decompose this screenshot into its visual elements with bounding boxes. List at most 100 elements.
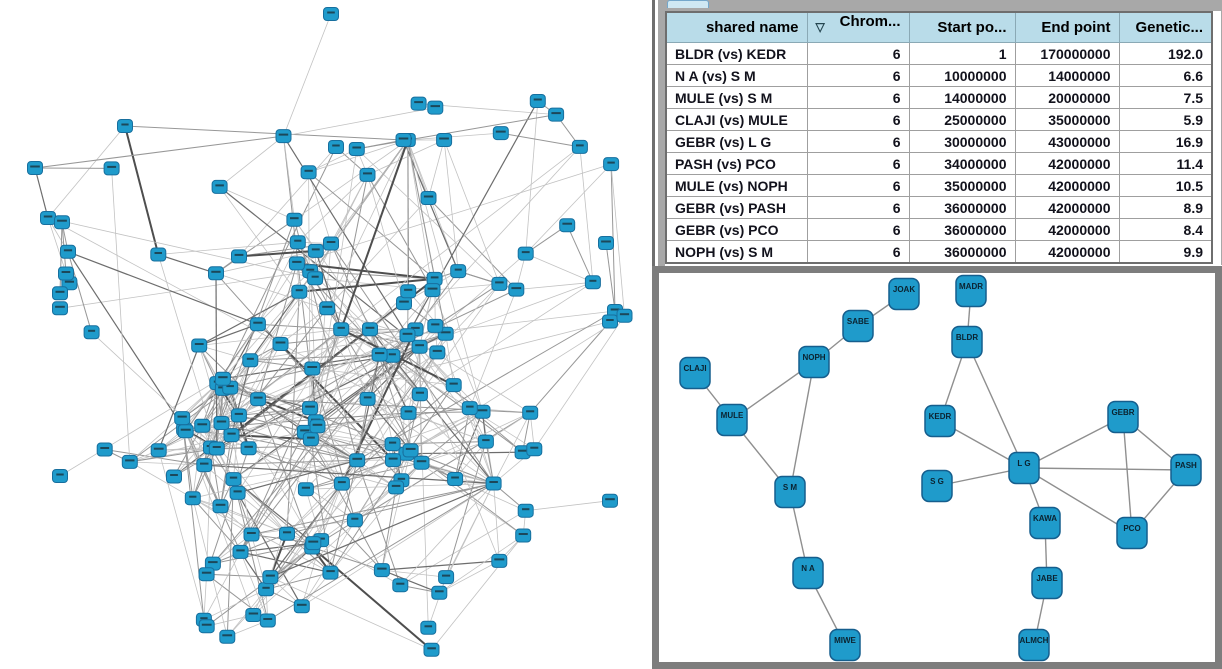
table-row[interactable]: NOPH (vs) S M 6 36000000 42000000 9.9 — [665, 240, 1213, 264]
network-node[interactable] — [258, 582, 275, 597]
node-shape[interactable] — [1170, 453, 1202, 487]
network-node[interactable] — [229, 485, 246, 500]
network-node[interactable] — [323, 236, 339, 251]
node-shape[interactable] — [1029, 506, 1061, 540]
node-shape[interactable] — [584, 275, 601, 290]
network-node[interactable] — [515, 528, 532, 543]
network-node[interactable] — [243, 527, 260, 542]
node-shape[interactable] — [349, 453, 366, 468]
network-node[interactable] — [288, 256, 305, 271]
node-shape[interactable] — [307, 243, 324, 258]
node-shape[interactable] — [242, 353, 259, 368]
network-node[interactable] — [225, 472, 242, 487]
network-node[interactable] — [348, 142, 365, 156]
node-shape[interactable] — [400, 405, 417, 420]
network-node[interactable] — [411, 339, 428, 354]
node-shape[interactable] — [842, 309, 874, 343]
node-shape[interactable] — [522, 405, 539, 420]
network-node[interactable] — [485, 476, 502, 491]
node-shape[interactable] — [384, 437, 401, 452]
network-node[interactable] — [177, 424, 194, 439]
network-node[interactable] — [262, 570, 279, 585]
network-node[interactable] — [103, 161, 120, 176]
node-shape[interactable] — [245, 608, 262, 622]
graph-node-KAWA[interactable]: KAWA — [1029, 506, 1061, 540]
network-node[interactable] — [559, 218, 576, 233]
network-node[interactable] — [240, 441, 257, 456]
node-shape[interactable] — [198, 567, 215, 582]
node-shape[interactable] — [411, 387, 428, 402]
node-shape[interactable] — [302, 432, 319, 447]
network-node[interactable] — [174, 411, 191, 426]
node-shape[interactable] — [373, 563, 390, 578]
node-shape[interactable] — [166, 469, 182, 484]
node-shape[interactable] — [333, 476, 350, 491]
node-shape[interactable] — [211, 179, 228, 194]
node-shape[interactable] — [96, 442, 113, 457]
network-node[interactable] — [304, 361, 321, 376]
node-shape[interactable] — [323, 7, 339, 21]
network-node[interactable] — [602, 314, 618, 329]
graph-node-MIWE[interactable]: MIWE — [829, 628, 861, 662]
node-shape[interactable] — [275, 129, 292, 144]
network-node[interactable] — [424, 283, 441, 298]
graph-node-ALMCH[interactable]: ALMCH — [1018, 628, 1050, 662]
network-node[interactable] — [208, 266, 224, 281]
network-node[interactable] — [286, 212, 303, 227]
node-shape[interactable] — [288, 256, 305, 271]
node-shape[interactable] — [219, 629, 236, 644]
node-shape[interactable] — [279, 526, 295, 541]
table-row[interactable]: GEBR (vs) PASH 6 36000000 42000000 8.9 — [665, 196, 1213, 219]
selected-network-canvas[interactable]: JOAK MADR SABE BLDR NOPH CLAJI MULE KEDR GEBR L G… — [659, 273, 1215, 662]
network-node[interactable] — [27, 161, 43, 175]
network-node[interactable] — [349, 453, 366, 468]
network-node[interactable] — [58, 266, 74, 281]
node-shape[interactable] — [491, 276, 508, 291]
node-shape[interactable] — [395, 133, 412, 147]
column-header-chrom---[interactable]: ▽ Chrom... — [806, 11, 910, 43]
table-row[interactable]: CLAJI (vs) MULE 6 25000000 35000000 5.9 — [665, 108, 1213, 131]
node-shape[interactable] — [461, 401, 478, 416]
node-shape[interactable] — [411, 339, 428, 354]
node-shape[interactable] — [194, 418, 211, 433]
node-shape[interactable] — [208, 266, 224, 281]
node-shape[interactable] — [52, 286, 68, 301]
network-node[interactable] — [400, 284, 417, 299]
node-shape[interactable] — [548, 107, 565, 122]
network-node[interactable] — [400, 405, 417, 420]
node-shape[interactable] — [679, 356, 711, 390]
network-node[interactable] — [300, 165, 317, 180]
network-node[interactable] — [447, 472, 464, 486]
network-node[interactable] — [616, 308, 633, 323]
network-node[interactable] — [121, 454, 138, 469]
node-shape[interactable] — [177, 424, 194, 439]
table-row[interactable]: MULE (vs) S M 6 14000000 20000000 7.5 — [665, 86, 1213, 109]
graph-node-KEDR[interactable]: KEDR — [924, 404, 956, 438]
node-shape[interactable] — [508, 282, 525, 297]
node-shape[interactable] — [322, 565, 339, 580]
main-network-canvas[interactable] — [0, 0, 652, 669]
network-node[interactable] — [208, 441, 225, 456]
graph-node-PASH[interactable]: PASH — [1170, 453, 1202, 487]
node-shape[interactable] — [1031, 566, 1063, 600]
node-shape[interactable] — [359, 391, 376, 406]
node-shape[interactable] — [52, 301, 68, 316]
node-shape[interactable] — [212, 499, 229, 514]
network-node[interactable] — [319, 301, 336, 316]
network-node[interactable] — [438, 570, 455, 585]
node-shape[interactable] — [262, 570, 279, 585]
node-shape[interactable] — [83, 325, 100, 340]
node-shape[interactable] — [319, 301, 336, 316]
network-node[interactable] — [249, 317, 266, 332]
node-shape[interactable] — [40, 211, 56, 225]
network-node[interactable] — [395, 133, 412, 147]
node-shape[interactable] — [431, 585, 448, 600]
network-node[interactable] — [231, 249, 247, 264]
network-node[interactable] — [297, 482, 314, 497]
column-header-end-point[interactable]: End point — [1014, 11, 1120, 43]
graph-node-N A[interactable]: N A — [792, 556, 824, 590]
network-node[interactable] — [333, 476, 350, 491]
network-node[interactable] — [346, 513, 363, 528]
graph-node-SABE[interactable]: SABE — [842, 309, 874, 343]
node-shape[interactable] — [571, 139, 588, 154]
